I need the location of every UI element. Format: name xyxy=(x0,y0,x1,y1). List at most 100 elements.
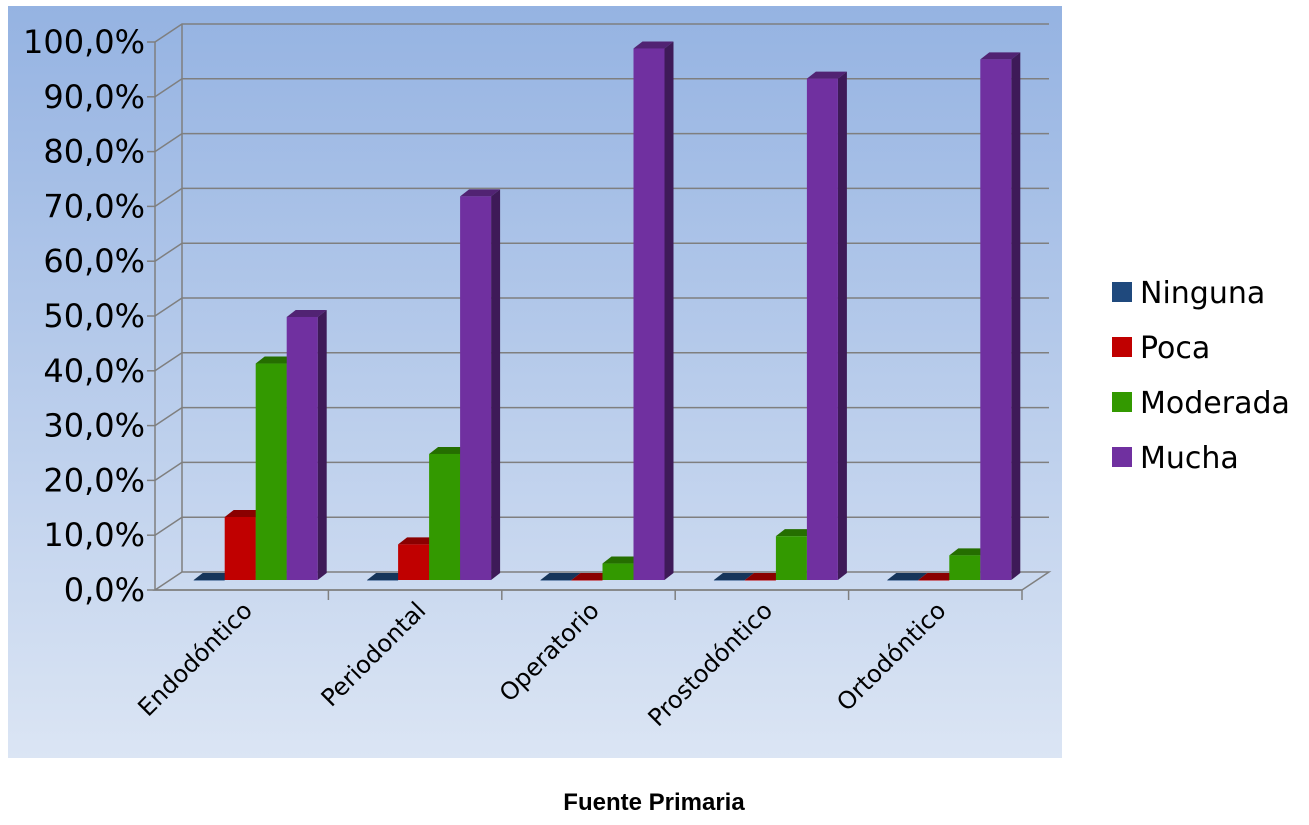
bar-front xyxy=(744,580,776,581)
bar-top xyxy=(918,573,959,580)
y-tick-label: 70,0% xyxy=(43,187,145,225)
bar-top xyxy=(980,52,1021,60)
gridline xyxy=(154,406,1049,427)
bar-top xyxy=(775,529,816,537)
bar-front xyxy=(633,48,665,580)
bar-front xyxy=(775,536,807,580)
y-axis-ticks: 0,0% 10,0% 20,0% 30,0% 40,0% 50,0% 60,0% 70,0% 8… xyxy=(23,23,145,609)
bar-front xyxy=(918,580,950,581)
bar-mucha-4 xyxy=(806,71,847,580)
bar-top xyxy=(460,189,501,197)
bar-side xyxy=(317,309,327,580)
bar-ninguna-2 xyxy=(367,573,408,581)
bar-top xyxy=(255,356,296,364)
bar-top xyxy=(398,537,439,545)
gridlines xyxy=(152,23,1052,591)
bar-top xyxy=(806,71,847,79)
gridline xyxy=(154,242,1049,262)
gridline xyxy=(154,132,1049,153)
bar-front xyxy=(255,363,287,580)
bar-poca-4 xyxy=(744,573,785,581)
bar-mucha-1 xyxy=(286,309,327,580)
y-tick-label: 10,0% xyxy=(43,516,145,554)
legend-item-mucha: Mucha xyxy=(1112,441,1239,476)
bar-mucha-3 xyxy=(633,41,674,580)
bar-front xyxy=(224,516,256,580)
bar-front xyxy=(602,563,634,580)
legend-label: Poca xyxy=(1140,331,1210,366)
bar-side xyxy=(491,189,501,580)
bar-ninguna-4 xyxy=(713,573,754,581)
gridline xyxy=(154,352,1049,372)
bar-top xyxy=(949,548,990,556)
y-tick-label: 80,0% xyxy=(43,133,145,171)
y-tick-label: 30,0% xyxy=(43,407,145,445)
gridline xyxy=(154,187,1049,208)
bar-front xyxy=(367,580,399,581)
gridline xyxy=(154,516,1049,536)
bar-top xyxy=(887,573,928,580)
legend-swatch xyxy=(1112,447,1132,467)
bar-front xyxy=(980,59,1012,580)
bar-front xyxy=(949,555,981,580)
bars xyxy=(193,41,1021,581)
bar-front xyxy=(806,78,838,580)
bar-front xyxy=(429,453,461,580)
bar-front xyxy=(286,316,318,580)
bar-front xyxy=(193,580,225,581)
legend-label: Mucha xyxy=(1140,441,1239,476)
legend-item-ninguna: Ninguna xyxy=(1112,276,1265,311)
legend-label: Moderada xyxy=(1140,386,1290,421)
bar-poca-5 xyxy=(918,573,959,581)
legend-swatch xyxy=(1112,337,1132,357)
legend-item-poca: Poca xyxy=(1112,331,1210,366)
bar-top xyxy=(367,573,408,580)
bar-top xyxy=(602,556,643,564)
y-tick-label: 20,0% xyxy=(43,461,145,499)
y-tick-label: 40,0% xyxy=(43,352,145,390)
bar-mucha-2 xyxy=(460,189,501,580)
y-tick-label: 100,0% xyxy=(23,23,145,61)
bar-side xyxy=(664,41,674,580)
bar-front xyxy=(887,580,919,581)
bar-top xyxy=(744,573,785,580)
bar-mucha-5 xyxy=(980,52,1021,580)
bar-ninguna-3 xyxy=(540,573,581,581)
legend-swatch xyxy=(1112,392,1132,412)
plot-background xyxy=(8,6,1062,758)
gridline xyxy=(154,78,1049,98)
bar-top xyxy=(713,573,754,580)
bar-front xyxy=(571,580,603,581)
legend-item-moderada: Moderada xyxy=(1112,386,1290,421)
bar-front xyxy=(460,196,492,580)
bar-ninguna-5 xyxy=(887,573,928,581)
gridline xyxy=(154,23,1049,43)
source-label: Fuente Primaria xyxy=(563,789,745,816)
y-tick-label: 90,0% xyxy=(43,78,145,116)
bar-ninguna-1 xyxy=(193,573,234,581)
bar-top xyxy=(193,573,234,580)
bar-top xyxy=(571,573,612,580)
axes xyxy=(147,41,1023,600)
y-tick-label: 0,0% xyxy=(64,571,145,609)
gridline xyxy=(154,297,1049,317)
bar-side xyxy=(1011,52,1021,580)
bar-side xyxy=(837,71,847,580)
legend: Ninguna Poca Moderada Mucha xyxy=(1112,276,1290,476)
bar-top xyxy=(633,41,674,49)
legend-label: Ninguna xyxy=(1140,276,1265,311)
bar-top xyxy=(224,509,265,517)
y-tick-label: 50,0% xyxy=(43,297,145,335)
bar-poca-3 xyxy=(571,573,612,581)
bar-top xyxy=(429,446,470,454)
bar-front xyxy=(540,580,572,581)
bar-top xyxy=(286,309,327,317)
gridline xyxy=(154,461,1049,482)
bar-top xyxy=(540,573,581,580)
bar-front xyxy=(398,544,430,580)
bar-front xyxy=(713,580,745,581)
legend-swatch xyxy=(1112,282,1132,302)
y-tick-label: 60,0% xyxy=(43,242,145,280)
